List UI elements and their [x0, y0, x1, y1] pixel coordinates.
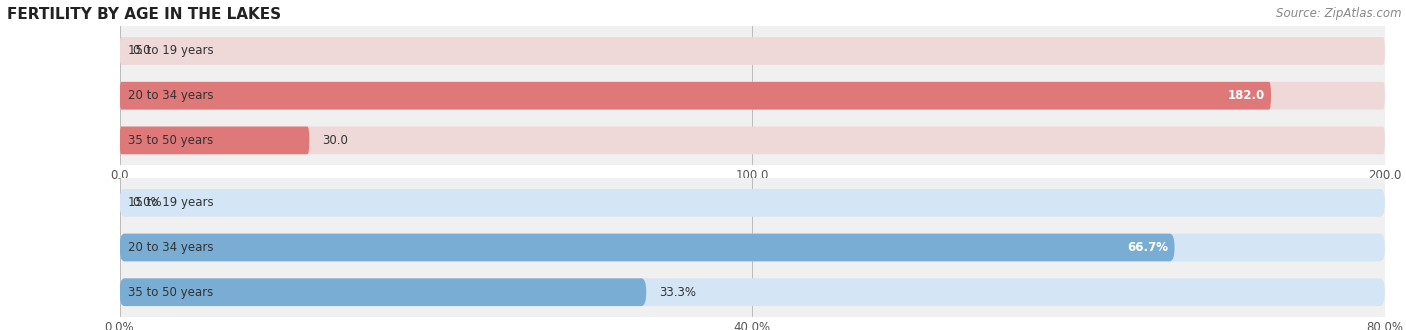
Text: 35 to 50 years: 35 to 50 years	[128, 286, 214, 299]
Text: Source: ZipAtlas.com: Source: ZipAtlas.com	[1277, 7, 1402, 19]
Text: 33.3%: 33.3%	[659, 286, 696, 299]
Text: 15 to 19 years: 15 to 19 years	[128, 45, 214, 57]
FancyBboxPatch shape	[120, 82, 1271, 110]
FancyBboxPatch shape	[120, 234, 1385, 261]
Text: 30.0: 30.0	[322, 134, 347, 147]
Text: 20 to 34 years: 20 to 34 years	[128, 241, 214, 254]
Text: 20 to 34 years: 20 to 34 years	[128, 89, 214, 102]
FancyBboxPatch shape	[120, 189, 1385, 217]
FancyBboxPatch shape	[120, 278, 1385, 306]
Text: FERTILITY BY AGE IN THE LAKES: FERTILITY BY AGE IN THE LAKES	[7, 7, 281, 21]
FancyBboxPatch shape	[120, 278, 647, 306]
FancyBboxPatch shape	[120, 126, 1385, 154]
Text: 182.0: 182.0	[1227, 89, 1265, 102]
Text: 0.0: 0.0	[132, 45, 150, 57]
Text: 0.0%: 0.0%	[132, 196, 162, 209]
FancyBboxPatch shape	[120, 82, 1385, 110]
Text: 15 to 19 years: 15 to 19 years	[128, 196, 214, 209]
FancyBboxPatch shape	[120, 126, 309, 154]
Text: 35 to 50 years: 35 to 50 years	[128, 134, 214, 147]
FancyBboxPatch shape	[120, 37, 1385, 65]
FancyBboxPatch shape	[120, 234, 1174, 261]
Text: 66.7%: 66.7%	[1128, 241, 1168, 254]
